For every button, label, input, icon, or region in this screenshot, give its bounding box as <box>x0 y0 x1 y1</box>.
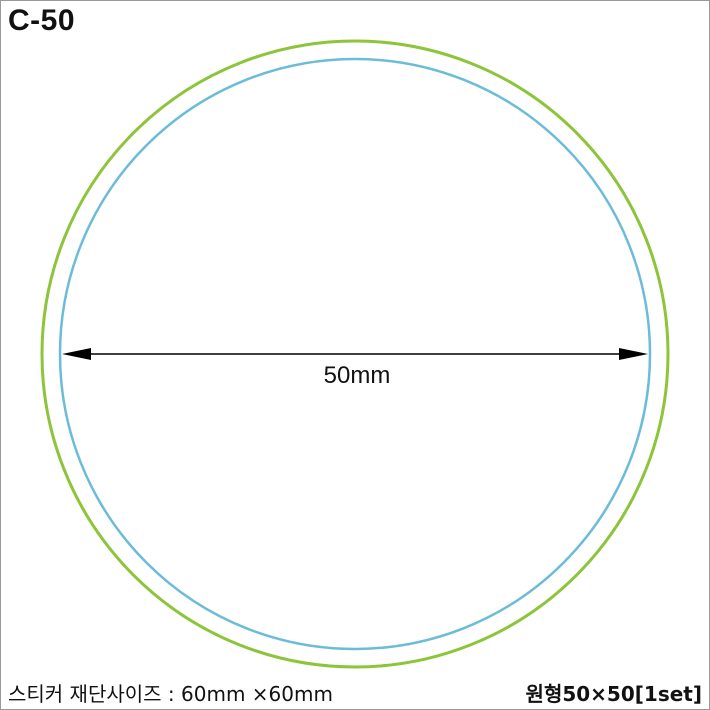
product-name-label: 원형50×50[1set] <box>525 682 702 706</box>
sticker-cut-size-text: 스티커 재단사이즈 : 60mm ×60mm <box>8 682 333 706</box>
dimension-label: 50mm <box>324 362 391 389</box>
design-area-inner-circle <box>58 57 652 651</box>
cut-line-outer-circle <box>40 39 670 669</box>
dimension-arrow-left-icon <box>62 348 91 360</box>
product-code-title: C-50 <box>8 4 76 37</box>
dimension-arrow-right-icon <box>619 348 648 360</box>
